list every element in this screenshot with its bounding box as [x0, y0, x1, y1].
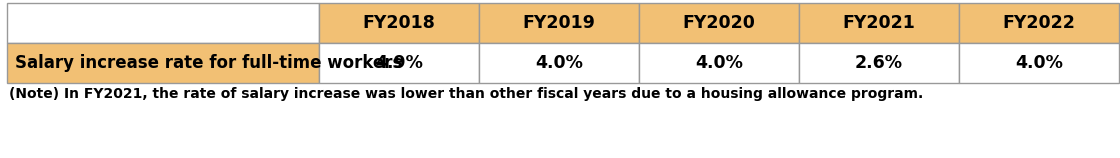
Text: FY2022: FY2022	[1002, 14, 1075, 32]
Text: 4.0%: 4.0%	[1015, 54, 1063, 72]
Text: 4.9%: 4.9%	[375, 54, 423, 72]
Text: Salary increase rate for full-time workers: Salary increase rate for full-time worke…	[15, 54, 402, 72]
Bar	[959, 43, 1119, 83]
Bar	[640, 3, 799, 43]
Bar	[799, 3, 959, 43]
Bar	[7, 3, 319, 43]
Bar	[479, 43, 640, 83]
Text: 4.0%: 4.0%	[696, 54, 743, 72]
Bar	[319, 3, 479, 43]
Bar	[479, 3, 640, 43]
Bar	[640, 43, 799, 83]
Bar	[7, 43, 319, 83]
Text: FY2021: FY2021	[842, 14, 915, 32]
Text: (Note) In FY2021, the rate of salary increase was lower than other fiscal years : (Note) In FY2021, the rate of salary inc…	[9, 87, 923, 101]
Bar	[799, 43, 959, 83]
Bar	[959, 3, 1119, 43]
Text: FY2018: FY2018	[363, 14, 436, 32]
Text: 4.0%: 4.0%	[535, 54, 582, 72]
Bar	[319, 43, 479, 83]
Text: 2.6%: 2.6%	[855, 54, 903, 72]
Text: FY2019: FY2019	[523, 14, 596, 32]
Text: FY2020: FY2020	[682, 14, 755, 32]
